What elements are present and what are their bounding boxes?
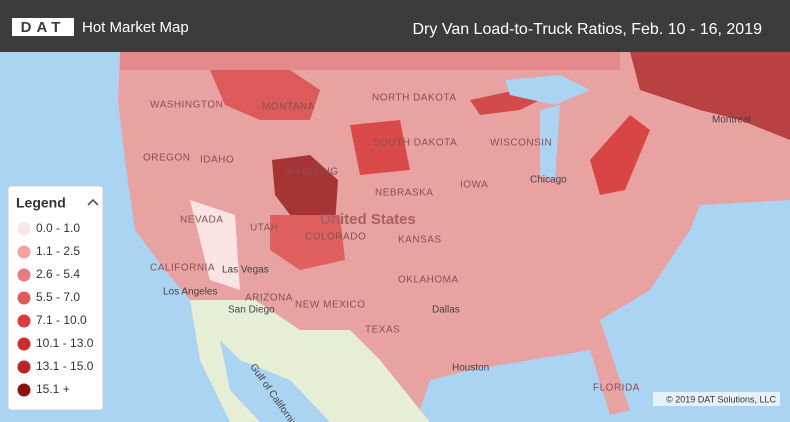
region-colorado <box>270 215 345 270</box>
region-south-dakota <box>350 120 410 175</box>
region-quebec <box>630 52 790 140</box>
region-nevada <box>190 200 240 290</box>
map-label: COLORADO <box>305 232 366 243</box>
map-label: FLORIDA <box>593 383 640 394</box>
land-canada <box>120 52 620 70</box>
map-label: NORTH DAKOTA <box>372 93 457 104</box>
legend-swatch <box>17 314 31 328</box>
copyright: © 2019 DAT Solutions, LLC <box>666 394 776 404</box>
legend-box <box>7 185 104 411</box>
map-label: United States <box>320 211 416 228</box>
map-label: MONTANA <box>262 102 315 113</box>
header-bar <box>0 0 790 52</box>
map-label: IOWA <box>460 180 488 191</box>
header-title: Hot Market Map <box>82 19 189 36</box>
map-label: OREGON <box>143 153 190 164</box>
map-label: San Diego <box>228 305 275 316</box>
map-label: NEBRASKA <box>375 188 433 199</box>
map-label: Houston <box>452 363 489 374</box>
legend-label: 0.0 - 1.0 <box>36 221 80 235</box>
legend-label: 10.1 - 13.0 <box>36 336 94 350</box>
legend-title: Legend <box>16 195 66 211</box>
map-label: NEVADA <box>180 215 223 226</box>
region-montana <box>210 70 320 120</box>
copyright-bg <box>653 392 780 406</box>
map-label: Las Vegas <box>222 265 269 276</box>
map-label: WISCONSIN <box>490 138 552 149</box>
map-label: CALIFORNIA <box>150 263 215 274</box>
map-label: Montreal <box>712 115 751 126</box>
map-label: SOUTH DAKOTA <box>373 138 457 149</box>
legend-label: 15.1 + <box>36 382 70 396</box>
legend: Legend 0.0 - 1.0 1.1 - 2.5 2.6 - 5.4 5.5 - … <box>7 185 104 411</box>
map-label: TEXAS <box>365 325 400 336</box>
map-label: KANSAS <box>398 235 442 246</box>
map-label: OKLAHOMA <box>398 275 459 286</box>
gulf-of-mexico <box>430 350 600 422</box>
map-label: IDAHO <box>200 155 234 166</box>
map-label: Los Angeles <box>163 287 218 298</box>
logo-box <box>12 18 74 36</box>
legend-collapse[interactable] <box>87 198 99 206</box>
legend-label: 2.6 - 5.4 <box>36 267 80 281</box>
map-label: WASHINGTON <box>150 100 223 111</box>
header-subtitle: Dry Van Load-to-Truck Ratios, Feb. 10 - … <box>413 21 763 38</box>
region-new-york <box>590 115 650 195</box>
map-label: UTAH <box>250 223 278 234</box>
legend-swatch <box>17 291 31 305</box>
map-label: WYOMING <box>285 167 339 178</box>
map-label: Chicago <box>530 175 567 186</box>
legend-label: 13.1 - 15.0 <box>36 359 94 373</box>
land-mexico <box>190 300 430 422</box>
legend-label: 1.1 - 2.5 <box>36 244 80 258</box>
map-label: Dallas <box>432 305 460 316</box>
lake-michigan <box>540 105 560 180</box>
map-label: ARIZONA <box>245 293 293 304</box>
legend-swatch <box>17 222 31 236</box>
legend-swatch <box>17 383 31 397</box>
legend-swatch <box>17 268 31 282</box>
region-wyoming <box>272 155 338 228</box>
map-label: NEW MEXICO <box>295 300 366 311</box>
logo: DAT <box>21 19 66 36</box>
lake-superior <box>505 75 590 105</box>
legend-swatch <box>17 360 31 374</box>
legend-swatch <box>17 337 31 351</box>
legend-swatch <box>17 245 31 259</box>
legend-label: 5.5 - 7.0 <box>36 290 80 304</box>
legend-label: 7.1 - 10.0 <box>36 313 87 327</box>
